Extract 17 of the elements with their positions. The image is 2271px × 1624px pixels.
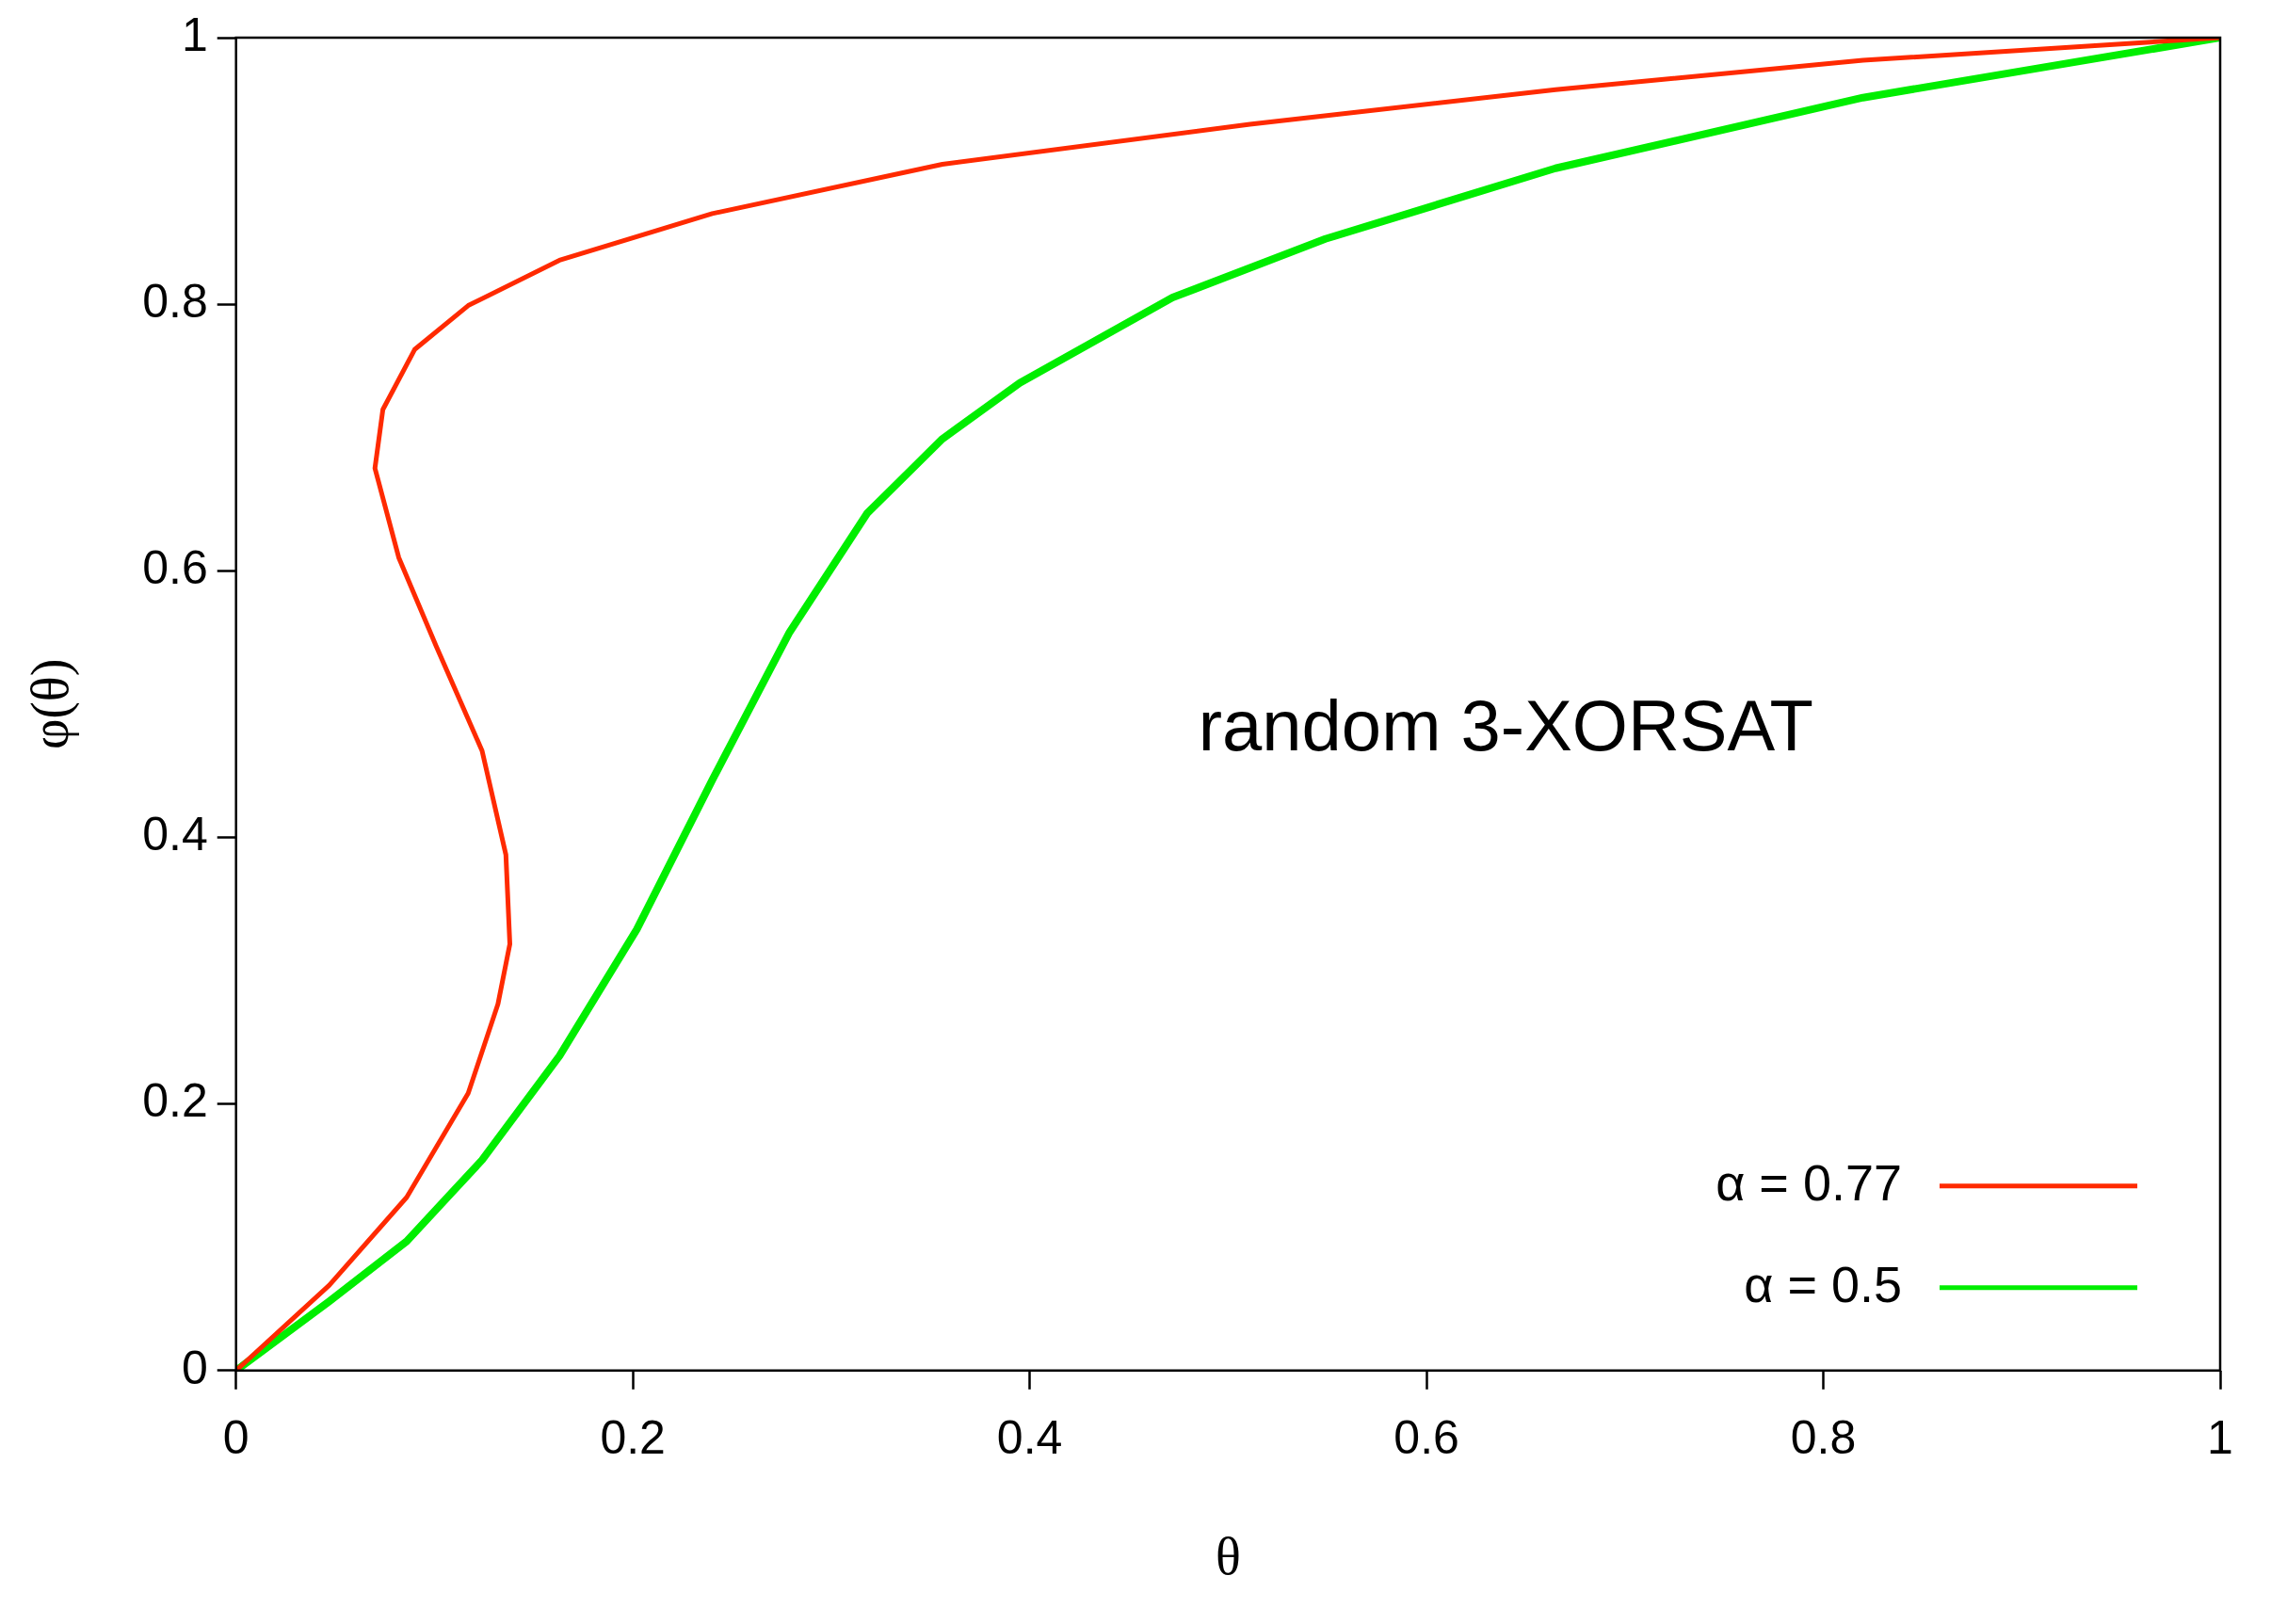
x-axis-title: θ (1215, 1527, 1241, 1586)
legend-label: α = 0.77 (1715, 1153, 1902, 1211)
y-tick-label: 0 (181, 1341, 208, 1394)
y-axis-title: φ(θ) (21, 658, 81, 750)
x-tick-label: 0.2 (600, 1410, 666, 1464)
x-tick-label: 0 (222, 1410, 250, 1464)
y-tick-label: 0.8 (142, 274, 208, 328)
x-tick-label: 0.8 (1790, 1410, 1857, 1464)
x-tick-label: 0.4 (996, 1410, 1063, 1464)
y-tick-label: 0.2 (142, 1074, 208, 1128)
x-tick-label: 1 (2207, 1410, 2233, 1464)
legend-label: α = 0.5 (1744, 1255, 1902, 1312)
x-tick-label: 0.6 (1393, 1410, 1459, 1464)
y-tick-label: 0.6 (142, 541, 208, 595)
annotation: random 3-XORSAT (1198, 685, 1813, 766)
y-tick-label: 1 (181, 8, 208, 61)
y-tick-label: 0.4 (142, 808, 208, 861)
